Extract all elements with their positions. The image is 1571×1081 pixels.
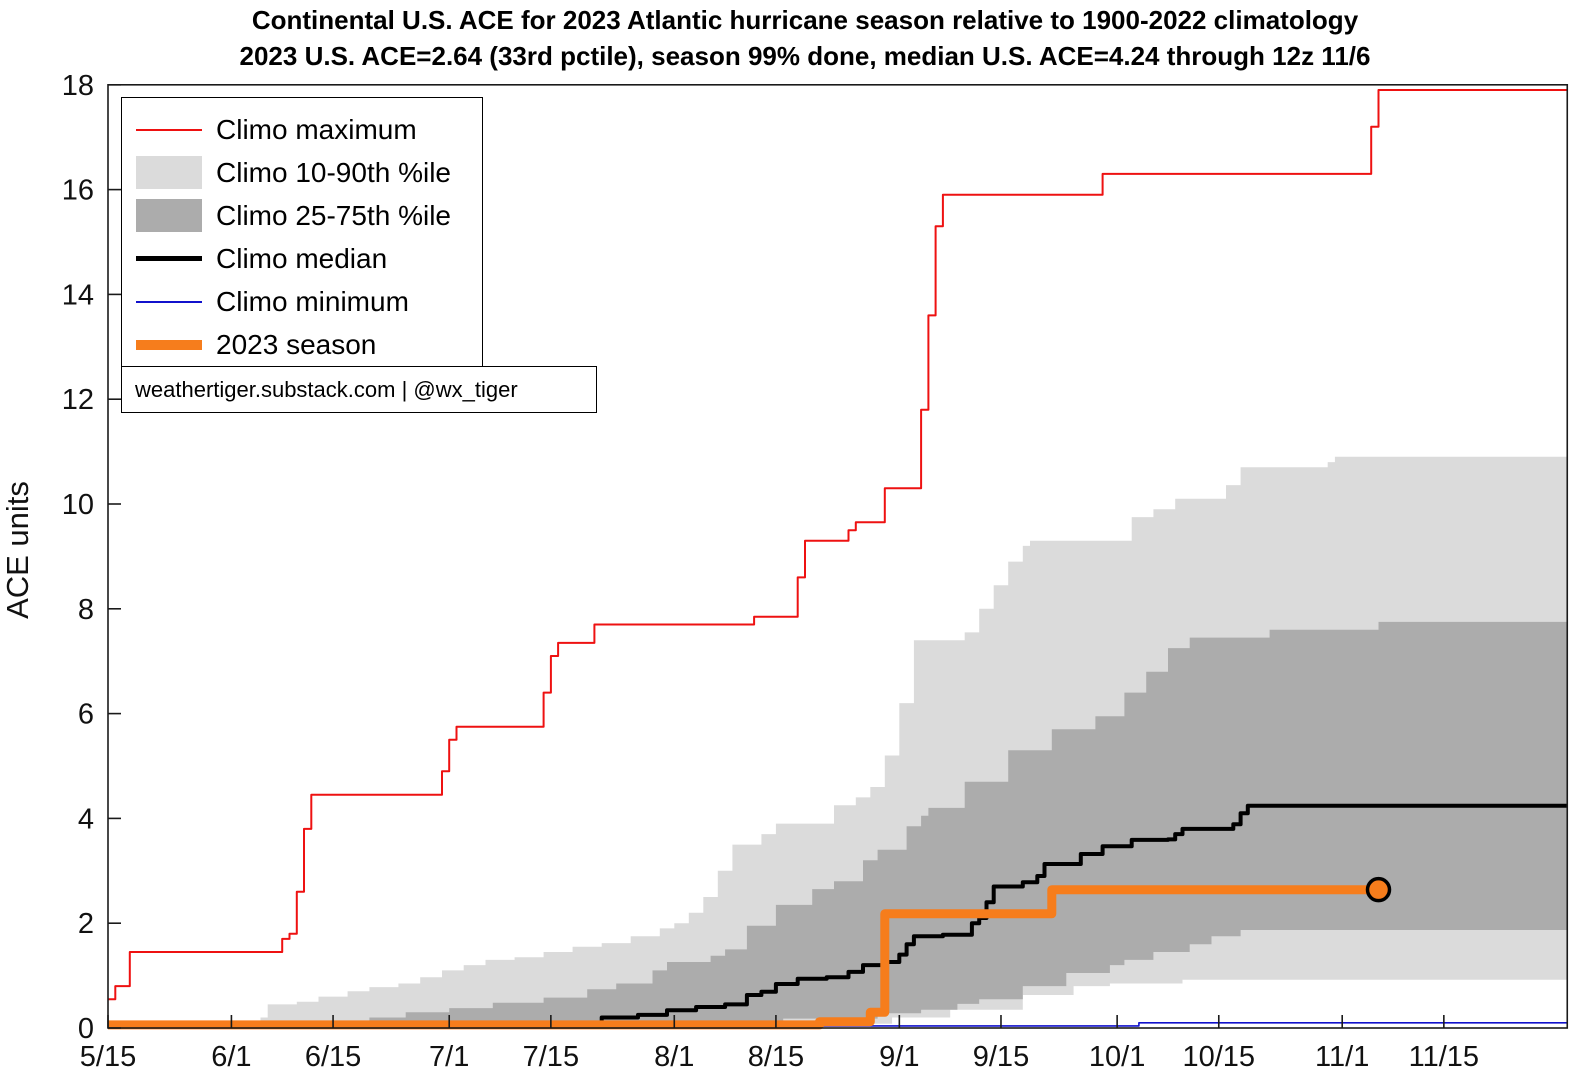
legend-swatch-1 [136, 129, 202, 131]
y-tick-label: 4 [78, 803, 94, 835]
legend-item-6: 2023 season [136, 323, 472, 366]
legend-swatch-2 [136, 156, 202, 189]
legend-line-swatch [136, 340, 202, 350]
legend-swatch-6 [136, 340, 202, 350]
x-tick-label: 10/15 [1182, 1041, 1255, 1073]
legend-item-1: Climo maximum [136, 108, 472, 151]
legend-line-swatch [136, 301, 202, 303]
season-end-marker [1368, 879, 1390, 901]
legend-line-swatch [136, 256, 202, 261]
legend-item-2: Climo 10-90th %ile [136, 151, 472, 194]
x-tick-label: 7/1 [429, 1041, 469, 1073]
y-tick-label: 16 [62, 175, 94, 207]
x-tick-label: 11/15 [1409, 1041, 1479, 1073]
x-tick-label: 9/1 [879, 1041, 919, 1073]
x-tick-label: 6/1 [211, 1041, 251, 1073]
y-tick-label: 8 [78, 594, 94, 626]
legend-label: Climo median [216, 243, 387, 275]
legend-label: Climo 25-75th %ile [216, 200, 451, 232]
x-tick-label: 7/15 [523, 1041, 579, 1073]
legend-label: Climo 10-90th %ile [216, 157, 451, 189]
y-axis-title: ACE units [0, 470, 36, 630]
legend-label: Climo maximum [216, 114, 417, 146]
x-tick-label: 9/15 [973, 1041, 1029, 1073]
legend-swatch-4 [136, 256, 202, 261]
y-tick-label: 18 [62, 70, 94, 102]
x-tick-label: 8/15 [748, 1041, 804, 1073]
x-tick-label: 6/15 [305, 1041, 361, 1073]
x-tick-label: 8/1 [654, 1041, 694, 1073]
y-tick-label: 14 [62, 279, 94, 311]
legend-label: 2023 season [216, 329, 376, 361]
chart-figure: Continental U.S. ACE for 2023 Atlantic h… [0, 0, 1571, 1081]
legend: Climo maximum Climo 10-90th %ile Climo 25-… [121, 97, 483, 375]
legend-item-5: Climo minimum [136, 280, 472, 323]
y-tick-label: 2 [78, 908, 94, 940]
legend-swatch-5 [136, 301, 202, 303]
legend-patch-swatch [136, 199, 202, 232]
legend-swatch-3 [136, 199, 202, 232]
legend-item-3: Climo 25-75th %ile [136, 194, 472, 237]
watermark: weathertiger.substack.com | @wx_tiger [121, 366, 597, 413]
legend-label: Climo minimum [216, 286, 409, 318]
y-tick-label: 6 [78, 699, 94, 731]
y-tick-label: 12 [62, 384, 94, 416]
legend-line-swatch [136, 129, 202, 131]
legend-item-4: Climo median [136, 237, 472, 280]
legend-patch-swatch [136, 156, 202, 189]
y-tick-label: 10 [62, 489, 94, 521]
x-tick-label: 11/1 [1315, 1041, 1369, 1073]
x-tick-label: 5/15 [80, 1041, 136, 1073]
x-tick-label: 10/1 [1089, 1041, 1145, 1073]
